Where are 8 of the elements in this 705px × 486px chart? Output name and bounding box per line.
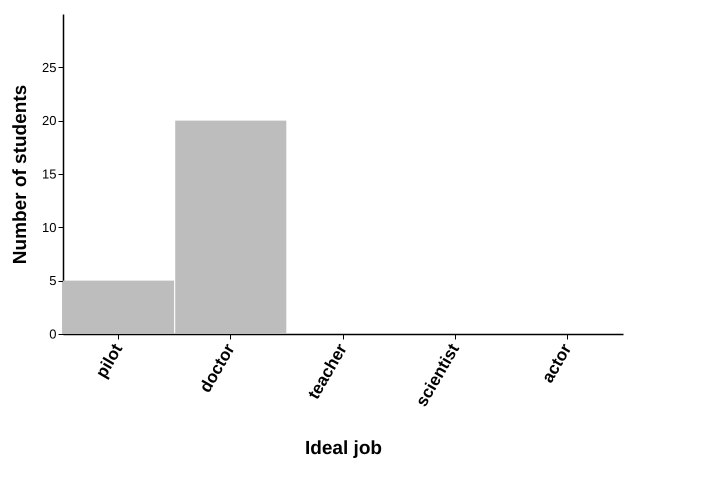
y-tick-label: 10 <box>42 220 56 235</box>
y-tick-label: 20 <box>42 113 56 128</box>
x-axis-title: Ideal job <box>304 438 382 460</box>
y-tick-label: 25 <box>42 60 56 75</box>
y-tick-label: 15 <box>42 166 56 182</box>
y-tick-label: 5 <box>49 273 56 288</box>
y-tick-label: 0 <box>49 326 56 342</box>
y-axis-title: Number of students <box>10 84 32 264</box>
